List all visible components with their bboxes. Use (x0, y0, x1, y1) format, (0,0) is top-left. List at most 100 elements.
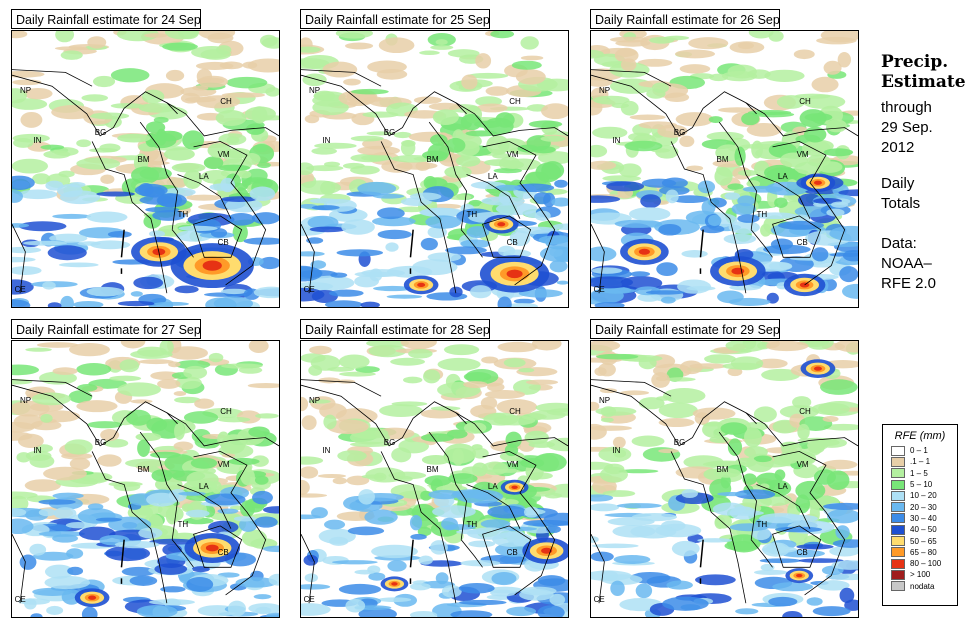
legend-item: .1 – 1 (891, 456, 957, 467)
legend-swatch (891, 581, 905, 592)
legend-swatch (891, 558, 905, 569)
country-label-np: NP (599, 86, 611, 96)
rainfall-map: NP IN BG CH BM VM LA TH CB CE (300, 340, 569, 618)
legend-item: 0 – 1 (891, 445, 957, 456)
legend-item: 5 – 10 (891, 479, 957, 490)
rainfall-map: NP IN BG CH BM VM LA TH CB CE (300, 30, 569, 308)
rainfall-map: NP IN BG CH BM VM LA TH CB CE (11, 340, 280, 618)
panel-title: Daily Rainfall estimate for 27 Sep., 201… (11, 319, 201, 339)
rainfall-map: NP IN BG CH BM VM LA TH CB CE (11, 30, 280, 308)
rainfall-map: NP IN BG CH BM VM LA TH CB CE (590, 30, 859, 308)
date-line2: 2012 (881, 139, 915, 156)
legend-swatch (891, 445, 905, 456)
legend-swatch (891, 468, 905, 479)
country-label-vm: VM (506, 149, 519, 159)
legend-item: 50 – 65 (891, 535, 957, 547)
country-label-ch: CH (220, 407, 232, 417)
country-label-in: IN (33, 135, 42, 145)
legend-item: 40 – 50 (891, 524, 957, 535)
legend-label: 1 – 5 (910, 468, 928, 478)
rainfall-map-svg (301, 341, 568, 617)
country-label-ch: CH (509, 97, 521, 107)
country-label-in: IN (612, 135, 621, 145)
rainfall-map-svg (12, 31, 279, 307)
country-label-np: NP (309, 86, 321, 96)
country-label-ce: CE (593, 594, 605, 604)
country-label-vm: VM (796, 149, 809, 159)
country-label-cb: CB (506, 238, 518, 247)
country-label-ch: CH (220, 97, 232, 107)
date-line1: 29 Sep. (881, 119, 933, 136)
country-label-bm: BM (137, 155, 150, 165)
country-label-la: LA (487, 481, 498, 491)
legend-item: 10 – 20 (891, 490, 957, 501)
daily-line1: Daily (881, 175, 915, 192)
country-label-la: LA (487, 171, 498, 181)
country-label-th: TH (756, 520, 768, 530)
panel-title: Daily Rainfall estimate for 24 Sep., 201… (11, 9, 201, 29)
legend-label: 10 – 20 (910, 491, 937, 501)
rainfall-panel: Daily Rainfall estimate for 25 Sep., 201… (300, 9, 569, 308)
legend-label: 65 – 80 (910, 547, 937, 557)
country-label-bg: BG (673, 127, 686, 137)
country-label-ce: CE (303, 284, 315, 294)
legend-label: 5 – 10 (910, 480, 933, 490)
country-label-bm: BM (137, 465, 150, 475)
rainfall-panel: Daily Rainfall estimate for 29 Sep., 201… (590, 319, 859, 618)
rainfall-map-svg (591, 341, 858, 617)
country-label-th: TH (177, 210, 189, 220)
data-line3: RFE 2.0 (881, 275, 937, 292)
legend-swatch (891, 536, 905, 547)
legend-label: 50 – 65 (910, 536, 937, 546)
rainfall-panel: Daily Rainfall estimate for 24 Sep., 201… (11, 9, 280, 308)
data-source-text: Data: NOAA– RFE 2.0 (881, 234, 936, 294)
legend-item: 65 – 80 (891, 547, 957, 558)
legend-swatch (891, 569, 905, 580)
country-label-vm: VM (217, 149, 230, 159)
rainfall-panel: Daily Rainfall estimate for 28 Sep., 201… (300, 319, 569, 618)
country-label-in: IN (33, 445, 42, 455)
panel-title: Daily Rainfall estimate for 28 Sep., 201… (300, 319, 490, 339)
country-label-cb: CB (796, 548, 808, 557)
country-label-ch: CH (799, 407, 811, 417)
panel-title: Daily Rainfall estimate for 26 Sep., 201… (590, 9, 780, 29)
legend-swatch (891, 513, 905, 524)
country-label-ce: CE (14, 284, 26, 294)
legend-label: 40 – 50 (910, 525, 937, 535)
country-label-ce: CE (14, 594, 26, 604)
country-label-th: TH (177, 520, 189, 530)
data-line2: NOAA– (881, 255, 932, 272)
legend-item: 80 – 100 (891, 558, 957, 569)
rainfall-map-svg (301, 31, 568, 307)
legend-swatch (891, 524, 905, 535)
data-line1: Data: (881, 235, 917, 252)
country-label-vm: VM (506, 459, 519, 469)
side-title-line2: Estimate (881, 72, 966, 92)
country-label-la: LA (198, 171, 209, 181)
legend-item: 1 – 5 (891, 468, 957, 479)
country-label-th: TH (466, 210, 478, 220)
rainfall-panel: Daily Rainfall estimate for 27 Sep., 201… (11, 319, 280, 618)
country-label-bm: BM (426, 155, 439, 165)
legend-swatch (891, 479, 905, 490)
legend-item: 20 – 30 (891, 501, 957, 513)
country-label-cb: CB (506, 548, 518, 557)
country-label-cb: CB (217, 238, 229, 247)
legend-label: > 100 (910, 570, 931, 580)
legend-swatch (891, 547, 905, 558)
legend-swatch (891, 502, 905, 513)
country-label-cb: CB (217, 548, 229, 557)
rainfall-panel: Daily Rainfall estimate for 26 Sep., 201… (590, 9, 859, 308)
country-label-in: IN (322, 135, 331, 145)
country-label-bm: BM (426, 465, 439, 475)
legend-label: 20 – 30 (910, 502, 937, 512)
country-label-bm: BM (716, 155, 729, 165)
country-label-bm: BM (716, 465, 729, 475)
legend-label: 0 – 1 (910, 446, 928, 456)
through-label: through (881, 99, 932, 116)
legend-swatch (891, 490, 905, 501)
rainfall-map-svg (12, 341, 279, 617)
country-label-bg: BG (94, 437, 107, 447)
country-label-vm: VM (796, 459, 809, 469)
legend-item: 30 – 40 (891, 513, 957, 524)
